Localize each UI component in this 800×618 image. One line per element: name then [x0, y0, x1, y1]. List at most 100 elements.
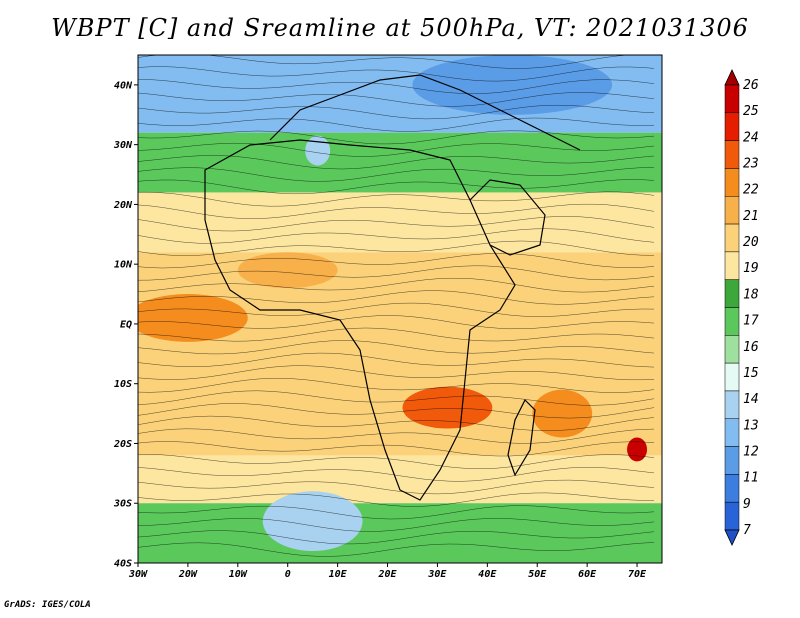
colorbar-swatch	[724, 84, 740, 114]
lat-tick-label: 30S	[113, 499, 132, 510]
lon-tick-label: 30E	[427, 569, 447, 580]
streamline	[138, 441, 655, 457]
streamline	[138, 542, 655, 557]
streamline	[138, 104, 655, 120]
colorbar-label: 21	[743, 209, 759, 224]
streamline	[138, 290, 655, 305]
field-band	[138, 455, 662, 504]
arabia-coastline	[469, 179, 546, 256]
streamline	[138, 415, 655, 432]
streamline	[138, 518, 655, 532]
colorbar-label: 16	[743, 340, 759, 355]
lat-tick-label: 40N	[114, 80, 133, 91]
lat-tick-label: 20N	[113, 200, 133, 211]
streamline	[138, 403, 655, 419]
colorbar-swatch	[724, 474, 740, 503]
streamline	[138, 265, 655, 281]
lat-tick-label: 10S	[114, 379, 132, 390]
colorbar-label: 12	[743, 444, 759, 459]
streamline	[138, 130, 655, 145]
colorbar-swatch	[724, 140, 740, 169]
map-frame	[137, 54, 663, 564]
lon-tick-label: 20E	[377, 569, 397, 580]
colorbar-label: 24	[743, 130, 759, 145]
colorbar-swatch	[724, 418, 740, 447]
colorbar-label: 18	[743, 287, 759, 302]
colorbar-label: 13	[743, 418, 759, 433]
streamline	[138, 530, 655, 545]
field-band	[138, 192, 662, 253]
lon-tick-label: 10W	[229, 569, 248, 580]
streamline	[138, 315, 655, 330]
streamline	[138, 302, 655, 317]
colorbar-swatch	[724, 307, 740, 336]
streamline	[138, 327, 655, 342]
lon-tick-label: 20W	[178, 569, 198, 580]
streamline	[138, 340, 655, 355]
colorbar-label: 14	[743, 392, 759, 407]
streamline	[138, 155, 655, 170]
colorbar-label: 15	[743, 366, 759, 381]
streamline	[138, 492, 655, 507]
streamline	[138, 191, 655, 207]
colorbar-label: 7	[743, 523, 751, 538]
colorbar-label: 23	[743, 157, 759, 172]
streamline	[138, 352, 655, 368]
lon-tick-label: 40E	[478, 569, 497, 580]
colorbar-swatch	[724, 112, 740, 141]
colorbar-label: 22	[743, 183, 759, 198]
streamline	[138, 228, 655, 244]
lat-tick-label: 20S	[113, 439, 132, 450]
lat-tick-label: EQ	[120, 319, 132, 330]
streamline	[138, 55, 631, 69]
colorbar-swatch	[724, 390, 740, 419]
streamlines	[138, 55, 655, 557]
streamline	[138, 79, 655, 95]
streamline	[138, 428, 655, 444]
streamline	[138, 505, 655, 520]
lon-tick-label: 50E	[528, 569, 547, 580]
streamline	[138, 454, 655, 469]
colorbar-top-arrow	[724, 69, 740, 86]
lon-tick-label: 60E	[578, 569, 597, 580]
madagascar-coastline	[507, 398, 536, 477]
field-feature	[402, 386, 493, 429]
colorbar-label: 19	[743, 261, 759, 276]
colorbar-label: 20	[743, 235, 759, 250]
streamline	[138, 253, 655, 269]
lon-tick-label: 10E	[329, 569, 348, 580]
streamline	[138, 66, 655, 82]
lat-tick-label: 40S	[114, 559, 132, 570]
colorbar-label: 25	[743, 104, 759, 119]
streamline	[138, 277, 655, 293]
streamline	[138, 92, 655, 107]
streamline	[138, 216, 655, 232]
streamline	[138, 365, 655, 381]
lon-tick-label: 30W	[128, 569, 148, 580]
field-band	[138, 503, 662, 563]
streamline	[138, 142, 655, 157]
colorbar-label: 9	[743, 497, 751, 512]
colorbar-swatch	[724, 251, 740, 280]
colorbar: 26 25 24 23 22 21 20 19 18 17 16 15 14 13 12 11 9 7	[724, 69, 759, 546]
colorbar-swatch	[724, 501, 740, 531]
field-feature	[262, 491, 363, 552]
chart-title: WBPT [C] and Sreamline at 500hPa, VT: 20…	[51, 14, 749, 42]
field-feature	[305, 135, 331, 166]
colorbar-swatch	[724, 335, 740, 364]
streamline	[138, 467, 655, 482]
colorbar-swatch	[724, 168, 740, 197]
field-feature	[138, 294, 248, 342]
lon-tick-label: 0	[285, 569, 291, 580]
lat-tick-label: 30N	[113, 140, 133, 151]
streamline	[138, 390, 655, 406]
africa-coastline	[204, 139, 516, 501]
colorbar-swatch	[724, 223, 740, 253]
europe-coastline	[269, 74, 581, 151]
colorbar-label: 26	[743, 78, 759, 93]
lon-tick-label: 70E	[628, 569, 647, 580]
streamline	[138, 203, 655, 219]
lat-tick-label: 10N	[114, 260, 133, 271]
